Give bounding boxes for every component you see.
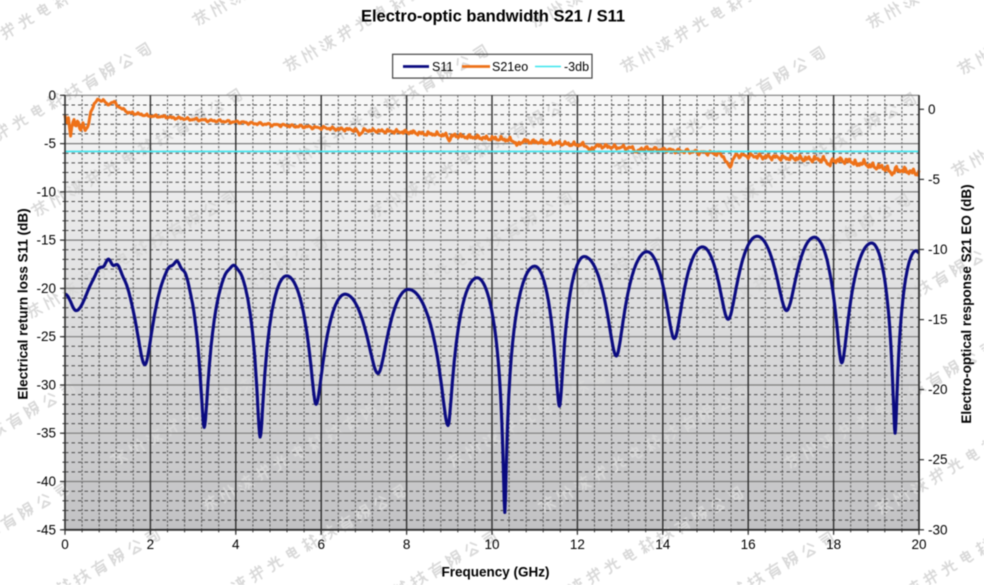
- svg-text:18: 18: [826, 537, 841, 552]
- svg-text:-25: -25: [928, 452, 948, 467]
- svg-text:-25: -25: [36, 329, 56, 344]
- svg-text:S11: S11: [432, 60, 453, 74]
- svg-text:10: 10: [484, 537, 499, 552]
- svg-text:-5: -5: [44, 136, 56, 151]
- svg-text:-20: -20: [36, 281, 56, 296]
- svg-text:20: 20: [911, 537, 926, 552]
- svg-text:-10: -10: [36, 184, 56, 199]
- svg-text:14: 14: [655, 537, 671, 552]
- svg-text:4: 4: [232, 537, 240, 552]
- svg-text:-20: -20: [928, 382, 948, 397]
- svg-text:Electro-optical response S21 E: Electro-optical response S21 EO (dB): [959, 184, 974, 423]
- svg-text:-30: -30: [36, 378, 56, 393]
- svg-text:16: 16: [741, 537, 756, 552]
- svg-text:-35: -35: [36, 426, 56, 441]
- svg-text:S21eo: S21eo: [492, 60, 528, 74]
- svg-text:6: 6: [317, 537, 325, 552]
- svg-text:0: 0: [48, 88, 56, 103]
- svg-text:Electro-optic bandwidth S21 /: Electro-optic bandwidth S21 / S11: [361, 8, 625, 26]
- svg-text:12: 12: [570, 537, 585, 552]
- svg-text:0: 0: [61, 537, 69, 552]
- svg-text:-40: -40: [36, 474, 56, 489]
- svg-text:-5: -5: [928, 172, 940, 187]
- svg-text:-45: -45: [36, 522, 56, 537]
- svg-text:-15: -15: [928, 312, 948, 327]
- svg-text:Frequency (GHz): Frequency (GHz): [441, 565, 549, 580]
- svg-text:Electrical return loss S11 (dB: Electrical return loss S11 (dB): [16, 208, 31, 399]
- svg-text:-3db: -3db: [564, 60, 589, 74]
- svg-text:-30: -30: [928, 522, 948, 537]
- svg-text:-10: -10: [928, 242, 948, 257]
- svg-text:8: 8: [403, 537, 411, 552]
- svg-text:0: 0: [928, 102, 936, 117]
- svg-text:2: 2: [147, 537, 155, 552]
- svg-text:-15: -15: [36, 233, 56, 248]
